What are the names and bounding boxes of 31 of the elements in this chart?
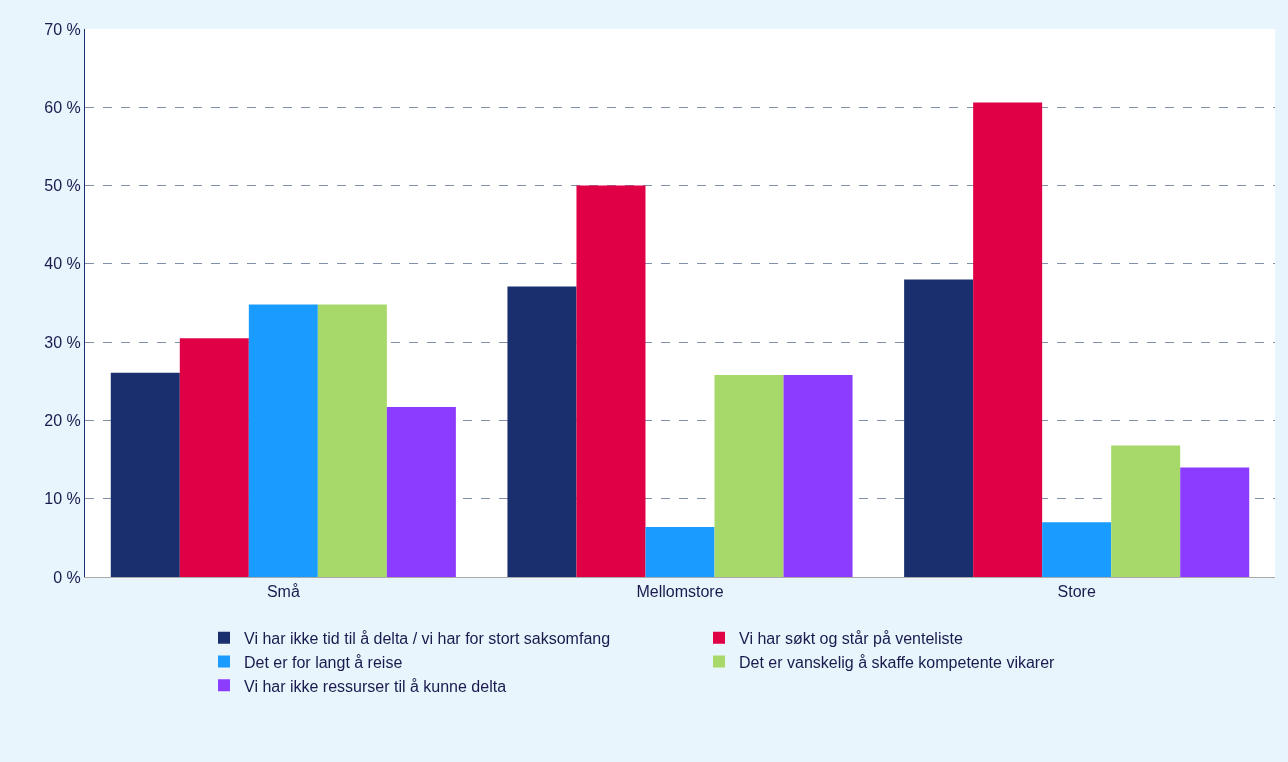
bar xyxy=(1180,467,1250,577)
bar xyxy=(973,102,1043,577)
bar xyxy=(1111,445,1181,577)
bar xyxy=(317,304,387,577)
y-tick-label: 0 % xyxy=(53,568,81,586)
legend-label: Vi har ikke ressurser til å kunne delta xyxy=(244,677,507,695)
bar xyxy=(783,375,853,577)
bar xyxy=(248,304,318,577)
bar xyxy=(576,185,646,577)
y-tick-label: 40 % xyxy=(44,255,81,273)
legend-label: Vi har ikke tid til å delta / vi har for stort saksomfang xyxy=(244,629,611,647)
y-tick-label: 30 % xyxy=(44,333,81,351)
y-tick-label: 10 % xyxy=(44,490,81,508)
y-tick-label: 20 % xyxy=(44,412,81,430)
legend-label: Det er vanskelig å skaffe kompetente vikarer xyxy=(739,653,1056,671)
legend-label: Det er for langt å reise xyxy=(244,653,403,671)
bar xyxy=(714,375,784,577)
legend-label: Vi har søkt og står på venteliste xyxy=(739,629,963,647)
x-tick-label: Små xyxy=(266,583,300,601)
x-tick-label: Store xyxy=(1057,583,1096,601)
y-tick-label: 60 % xyxy=(44,98,81,116)
bar xyxy=(904,279,974,577)
bar xyxy=(179,338,249,577)
y-tick-label: 50 % xyxy=(44,177,81,195)
bar xyxy=(110,372,180,577)
y-tick-label: 70 % xyxy=(44,20,81,38)
bar xyxy=(1042,522,1112,577)
bar xyxy=(507,286,577,577)
x-tick-label: Mellomstore xyxy=(636,583,724,601)
bar xyxy=(645,526,715,577)
bar xyxy=(386,407,456,577)
